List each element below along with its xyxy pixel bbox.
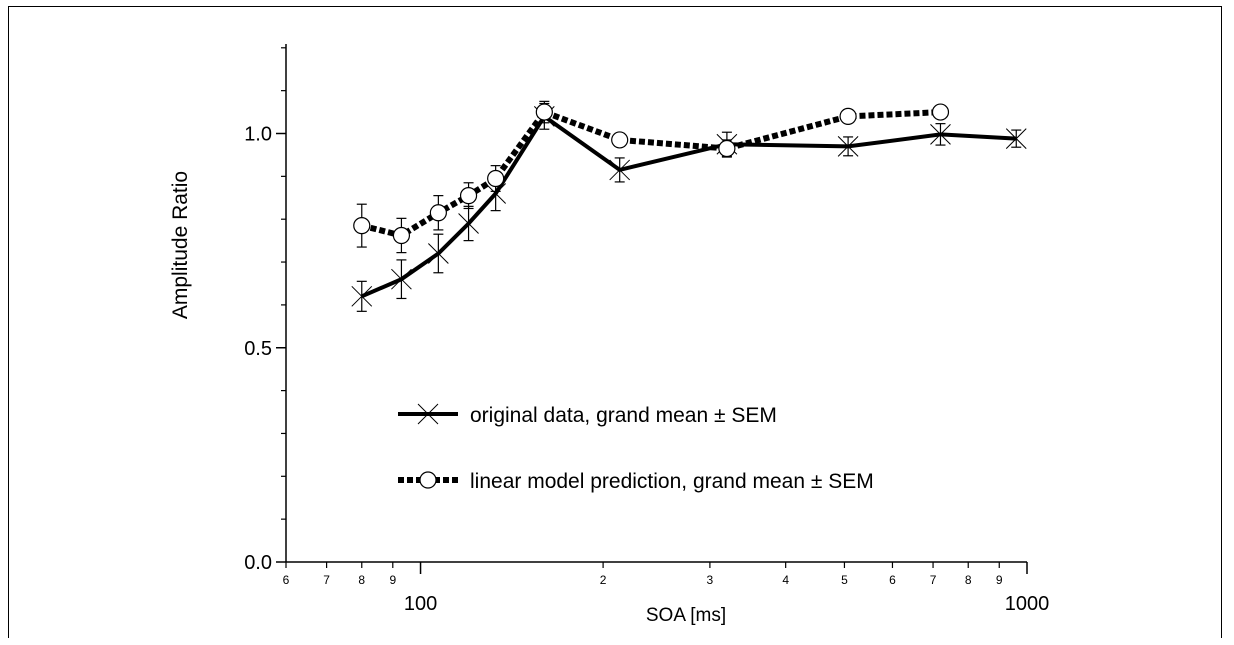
x-marker-stroke xyxy=(351,285,373,307)
x-axis-label: SOA [ms] xyxy=(646,605,726,626)
x-minor-tick-label: 7 xyxy=(323,573,330,587)
circle-marker xyxy=(459,187,478,205)
circle-marker xyxy=(487,169,505,188)
circle-marker xyxy=(353,217,371,235)
legend: original data, grand mean ± SEM linear mo… xyxy=(398,403,874,493)
legend-label: original data, grand mean ± SEM xyxy=(470,404,777,427)
x-major-tick-label: 1000 xyxy=(1005,593,1050,615)
y-tick-label: 1.0 xyxy=(244,124,272,146)
x-marker-stroke xyxy=(485,183,507,204)
x-minor-tick-label: 2 xyxy=(600,573,607,587)
x-marker-stroke xyxy=(391,268,412,290)
x-minor-tick-label: 9 xyxy=(996,573,1003,587)
x-marker-stroke xyxy=(930,124,951,145)
x-minor-tick-label: 8 xyxy=(358,573,365,587)
y-tick-label: 0.0 xyxy=(244,552,272,574)
circle-marker xyxy=(429,204,447,222)
x-major-tick-label: 100 xyxy=(404,593,437,615)
series-linear-model xyxy=(353,100,950,254)
x-marker-stroke xyxy=(837,136,859,157)
figure-frame xyxy=(8,6,1222,638)
x-minor-tick-label: 8 xyxy=(965,573,972,587)
series-line xyxy=(361,108,941,239)
circle-marker xyxy=(535,103,553,121)
x-minor-tick-label: 6 xyxy=(889,573,896,587)
legend-label: linear model prediction, grand mean ± SE… xyxy=(470,470,874,493)
y-axis-label: Amplitude Ratio xyxy=(169,171,192,319)
x-marker-stroke xyxy=(417,403,439,425)
x-minor-tick-label: 9 xyxy=(389,573,396,587)
y-tick-label: 0.5 xyxy=(244,338,272,360)
x-minor-tick-label: 4 xyxy=(782,573,789,587)
x-minor-tick-label: 3 xyxy=(707,573,714,587)
x-marker-stroke xyxy=(609,159,631,181)
x-minor-tick-label: 5 xyxy=(841,573,848,587)
x-marker-stroke xyxy=(1005,128,1027,149)
x-marker-stroke xyxy=(428,243,449,264)
circle-marker xyxy=(931,103,950,121)
circle-marker xyxy=(839,107,857,125)
circle-marker xyxy=(718,139,736,158)
circle-marker xyxy=(611,131,629,149)
circle-marker xyxy=(392,226,411,245)
x-marker-stroke xyxy=(458,213,479,234)
x-minor-tick-label: 6 xyxy=(283,573,290,587)
circle-marker xyxy=(419,471,437,489)
x-minor-tick-label: 7 xyxy=(930,573,937,587)
